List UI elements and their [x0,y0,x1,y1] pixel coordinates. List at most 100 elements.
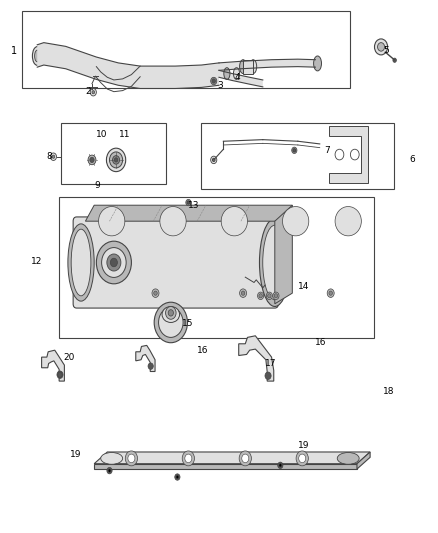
Ellipse shape [263,225,287,300]
Circle shape [293,149,296,152]
Text: 12: 12 [31,257,42,265]
Ellipse shape [160,206,186,236]
Polygon shape [94,452,370,464]
Text: 19: 19 [298,441,309,449]
Text: 19: 19 [70,450,81,458]
Ellipse shape [250,60,257,74]
Circle shape [240,289,247,297]
Text: 10: 10 [96,130,108,139]
Circle shape [268,294,271,298]
Text: 2: 2 [85,87,91,96]
Circle shape [327,289,334,297]
Text: 7: 7 [324,146,330,155]
Bar [59,197,374,338]
Circle shape [273,292,279,300]
Circle shape [50,153,57,160]
Ellipse shape [337,453,359,464]
Text: 13: 13 [188,201,200,209]
Text: 9: 9 [94,181,100,190]
Ellipse shape [259,219,290,306]
Circle shape [108,469,111,472]
Circle shape [168,310,173,316]
Circle shape [186,199,191,206]
Circle shape [211,77,217,85]
Circle shape [274,294,278,298]
Text: 14: 14 [298,282,309,291]
Bar [201,123,394,189]
Circle shape [176,475,179,479]
Bar [243,60,253,74]
Circle shape [182,451,194,466]
Circle shape [152,289,159,297]
Circle shape [175,474,180,480]
Text: 1: 1 [11,46,17,55]
Ellipse shape [32,47,42,65]
Text: 4: 4 [234,73,240,82]
Circle shape [148,363,153,369]
Circle shape [110,258,117,266]
Circle shape [96,241,131,284]
Circle shape [292,147,297,154]
Ellipse shape [233,68,240,79]
Circle shape [241,291,245,295]
Ellipse shape [283,206,309,236]
Polygon shape [219,59,315,70]
Circle shape [166,306,176,319]
Circle shape [128,454,135,463]
Text: 6: 6 [410,156,415,164]
Ellipse shape [335,206,361,236]
Circle shape [350,149,359,160]
Polygon shape [239,336,274,381]
Ellipse shape [71,229,91,296]
Circle shape [159,308,183,337]
Circle shape [154,302,187,343]
Circle shape [187,201,190,204]
Circle shape [329,291,332,295]
Polygon shape [219,70,263,87]
Text: 5: 5 [383,46,389,55]
Circle shape [212,79,215,83]
Ellipse shape [224,68,230,79]
Bar [22,11,350,88]
Circle shape [125,451,138,466]
Text: 8: 8 [46,152,52,161]
Ellipse shape [99,206,125,236]
Circle shape [107,467,112,474]
Circle shape [296,451,308,466]
Text: 15: 15 [182,319,193,328]
Circle shape [113,156,120,164]
Polygon shape [275,205,292,304]
Circle shape [102,247,126,277]
Circle shape [110,152,123,168]
Circle shape [90,88,96,96]
Polygon shape [136,345,155,372]
Circle shape [107,254,121,271]
Circle shape [58,372,62,377]
Text: 17: 17 [265,359,276,368]
Circle shape [106,148,126,172]
Circle shape [52,155,55,158]
Bar [61,123,166,184]
Circle shape [265,372,271,379]
Ellipse shape [35,50,40,62]
Circle shape [211,156,217,164]
Circle shape [239,451,251,466]
Text: 18: 18 [383,387,395,396]
Polygon shape [85,205,292,221]
Polygon shape [328,126,368,183]
Circle shape [90,157,94,163]
Circle shape [185,454,192,463]
Circle shape [279,464,282,467]
Text: 3: 3 [218,81,223,90]
Circle shape [335,149,344,160]
FancyBboxPatch shape [73,217,278,308]
Ellipse shape [221,206,247,236]
Circle shape [374,39,388,55]
Circle shape [154,291,157,295]
Circle shape [278,462,283,469]
Polygon shape [42,350,64,381]
Polygon shape [357,452,370,469]
Polygon shape [37,43,219,88]
Circle shape [393,58,396,62]
Ellipse shape [314,56,321,71]
